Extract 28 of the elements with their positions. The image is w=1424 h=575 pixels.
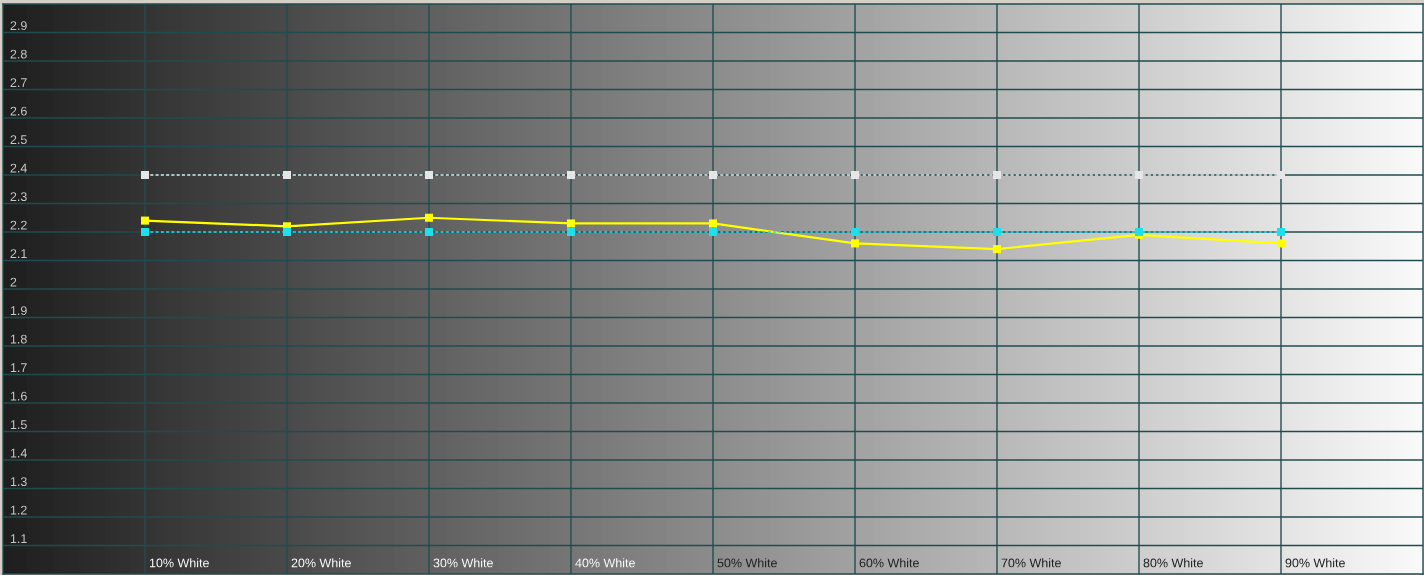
y-tick-label: 2.2 [10,220,27,230]
x-tick-label: 60% White [859,558,919,568]
y-tick-label: 2.4 [10,163,27,173]
y-tick-label: 1.4 [10,448,27,458]
x-tick-label: 90% White [1285,558,1345,568]
y-tick-label: 2.5 [10,135,27,145]
x-tick-label: 20% White [291,558,351,568]
y-tick-label: 2.3 [10,192,27,202]
y-tick-label: 2.9 [10,21,27,31]
x-tick-label: 80% White [1143,558,1203,568]
y-tick-label: 1.6 [10,391,27,401]
y-tick-label: 2.6 [10,106,27,116]
x-tick-label: 30% White [433,558,493,568]
x-tick-label: 50% White [717,558,777,568]
y-tick-label: 1.2 [10,505,27,515]
y-tick-label: 2.7 [10,78,27,87]
y-tick-label: 1.8 [10,334,27,344]
y-tick-label: 2 [10,277,17,287]
x-tick-label: 40% White [575,558,635,568]
y-tick-label: 1.3 [10,477,27,487]
y-tick-label: 2.1 [10,249,27,258]
x-tick-label: 10% White [149,558,209,568]
y-tick-label: 1.5 [10,420,27,430]
y-tick-label: 2.8 [10,49,27,59]
y-tick-label: 1.9 [10,306,27,316]
y-tick-label: 1.1 [10,534,27,543]
x-tick-label: 70% White [1001,558,1061,568]
y-tick-label: 1.7 [10,363,27,372]
